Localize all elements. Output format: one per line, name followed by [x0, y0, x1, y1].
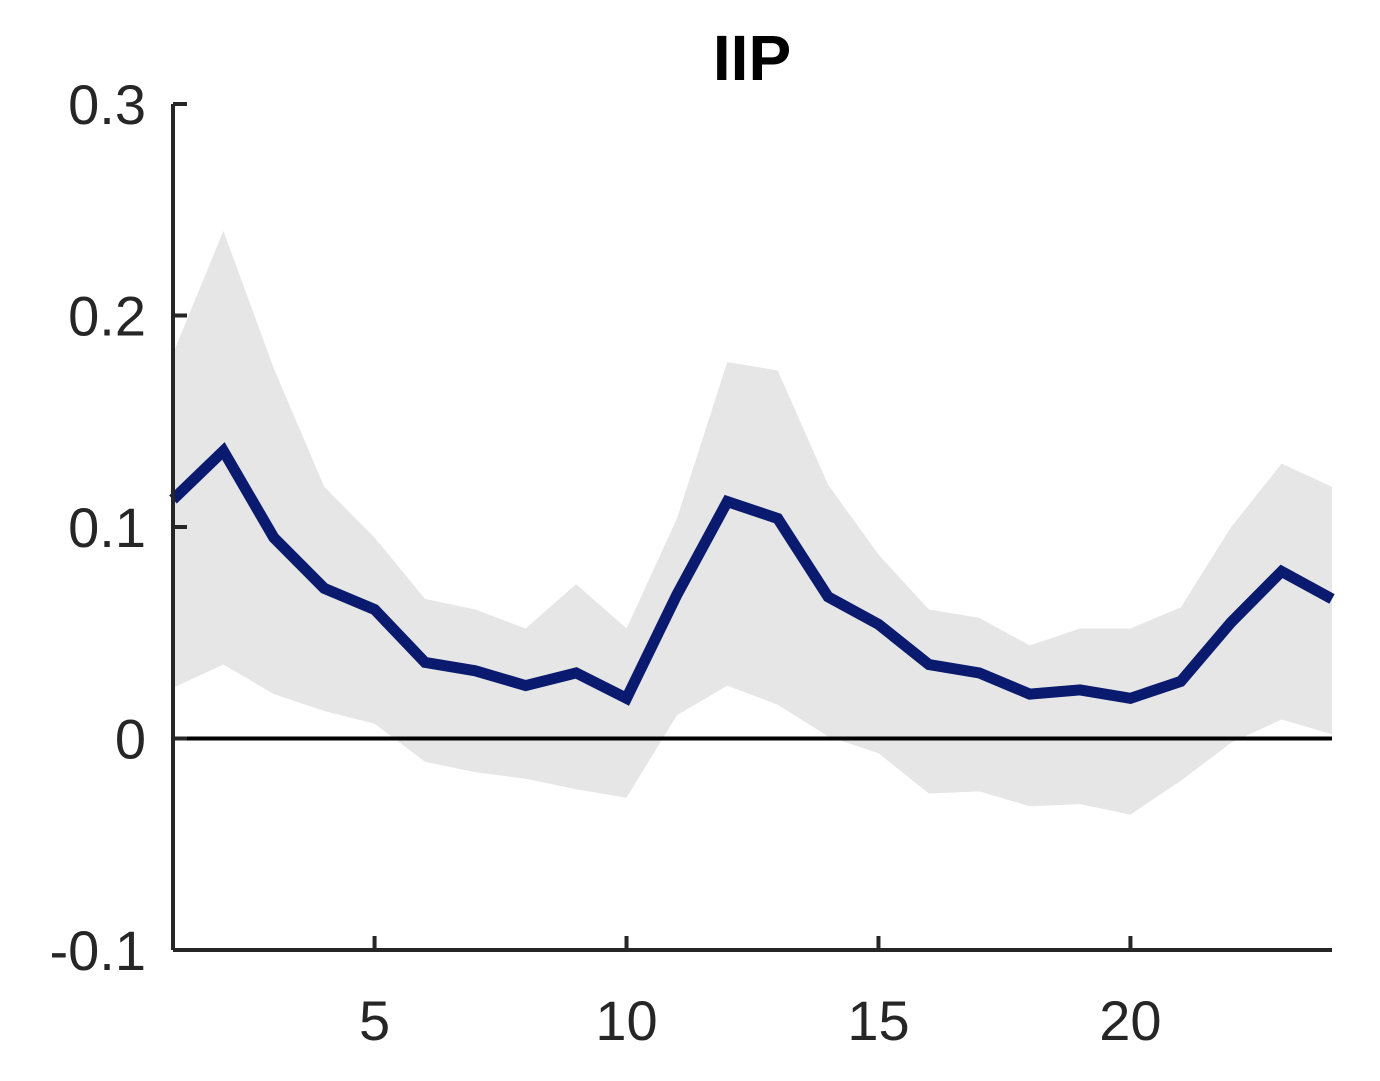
x-tick-label: 10 — [595, 989, 657, 1052]
y-tick-label: 0.2 — [68, 285, 146, 348]
x-tick-label: 5 — [359, 989, 390, 1052]
y-tick-label: -0.1 — [50, 919, 147, 982]
y-tick-label: 0.1 — [68, 496, 146, 559]
chart-title: IIP — [713, 22, 791, 94]
series-line-0 — [169, 442, 1335, 706]
y-tick-label: 0.3 — [68, 73, 146, 136]
series-layer — [169, 442, 1335, 706]
x-ticks: 5 10 15 20 — [359, 936, 1162, 1052]
x-tick-label: 15 — [847, 989, 909, 1052]
y-tick-label: 0 — [115, 708, 146, 771]
y-ticks: -0.1 0 0.1 0.2 0.3 — [50, 73, 187, 982]
confidence-band — [173, 230, 1332, 815]
x-tick-label: 20 — [1099, 989, 1161, 1052]
confidence-band-layer — [173, 230, 1332, 815]
